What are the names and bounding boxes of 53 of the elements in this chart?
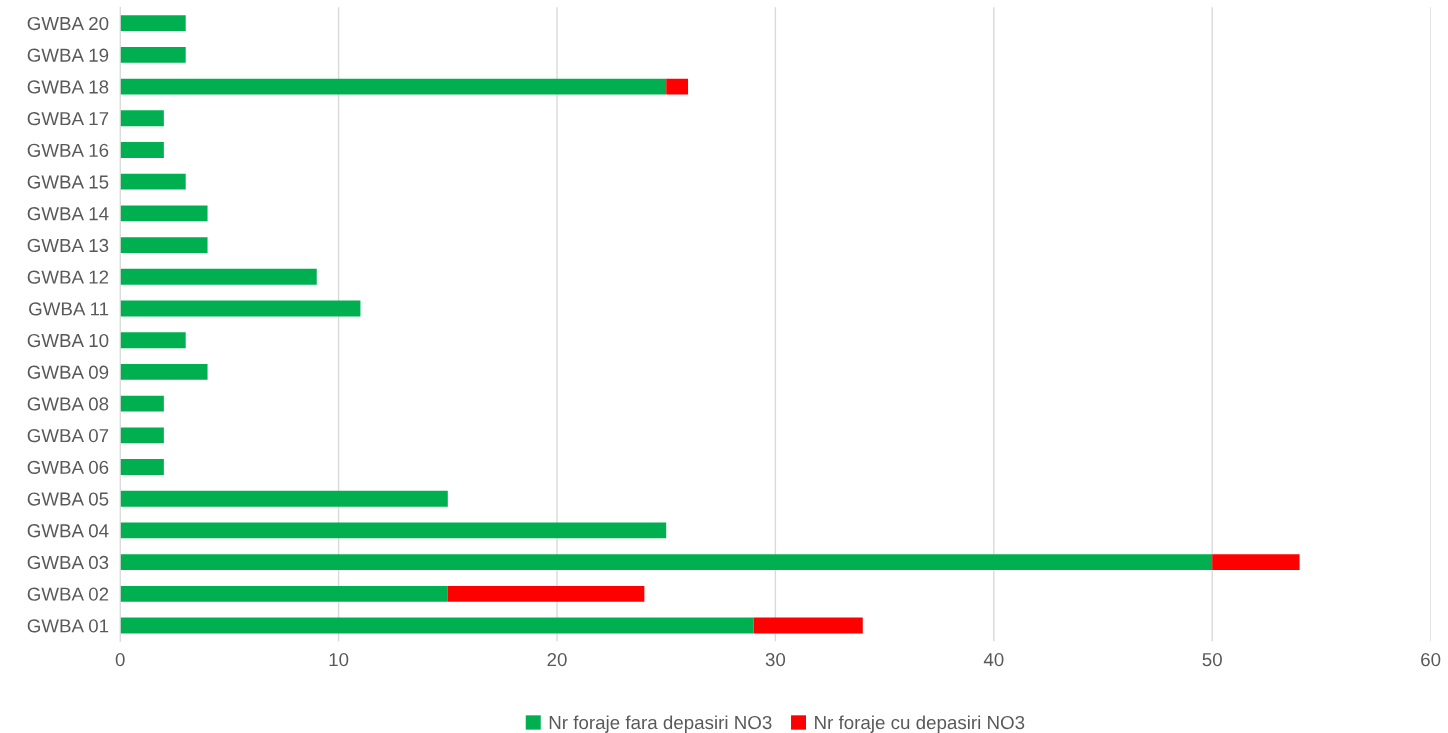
bar [120,427,164,444]
bar [120,110,164,127]
x-tick-label: 60 [1421,652,1441,667]
y-tick-label: GWBA 03 [27,555,109,570]
bar [120,46,186,63]
bar [120,237,208,254]
bar [120,459,164,475]
bar [120,300,361,317]
y-tick-label: GWBA 05 [27,492,109,506]
bar [120,15,186,32]
bar [120,173,186,190]
y-tick-label: GWBA 09 [27,365,109,379]
bar [120,585,448,602]
y-tick-label: GWBA 01 [27,619,109,633]
x-tick-label: 40 [983,652,1004,667]
legend-label: Nr foraje fara depasiri NO3 [549,715,772,733]
x-tick-label: 20 [547,652,567,667]
bar [120,617,754,634]
y-tick-label: GWBA 07 [27,429,109,443]
bar [120,268,317,285]
y-tick-label: GWBA 20 [27,16,109,31]
bar [120,78,667,95]
y-tick-label: GWBA 02 [27,587,109,601]
y-tick-label: GWBA 18 [27,80,109,94]
y-tick-label: GWBA 11 [29,302,109,316]
y-tick-label: GWBA 16 [27,143,109,157]
y-tick-label: GWBA 14 [27,207,109,221]
bar [120,142,164,158]
y-tick-label: GWBA 10 [27,333,109,348]
y-tick-label: GWBA 17 [27,111,109,126]
bar [120,332,186,349]
bar [447,585,645,602]
y-tick-label: GWBA 15 [27,175,109,189]
bar [666,78,689,95]
bar [120,395,164,412]
y-tick-label: GWBA 04 [27,524,109,538]
bar [120,554,1213,571]
bar [753,617,863,634]
y-tick-label: GWBA 13 [27,238,109,253]
y-tick-label: GWBA 12 [27,270,109,284]
y-tick-label: GWBA 19 [27,48,109,62]
x-tick-label: 10 [329,652,349,667]
bar [120,363,208,380]
x-tick-label: 0 [115,652,125,667]
y-tick-label: GWBA 08 [27,397,109,411]
bar [120,205,208,222]
x-tick-label: 30 [765,652,786,667]
legend-label: Nr foraje cu depasiri NO3 [815,715,1025,733]
bar [120,522,667,539]
bar [120,490,448,507]
x-tick-label: 50 [1202,652,1222,667]
y-tick-label: GWBA 06 [27,460,109,474]
bar [1212,554,1300,571]
